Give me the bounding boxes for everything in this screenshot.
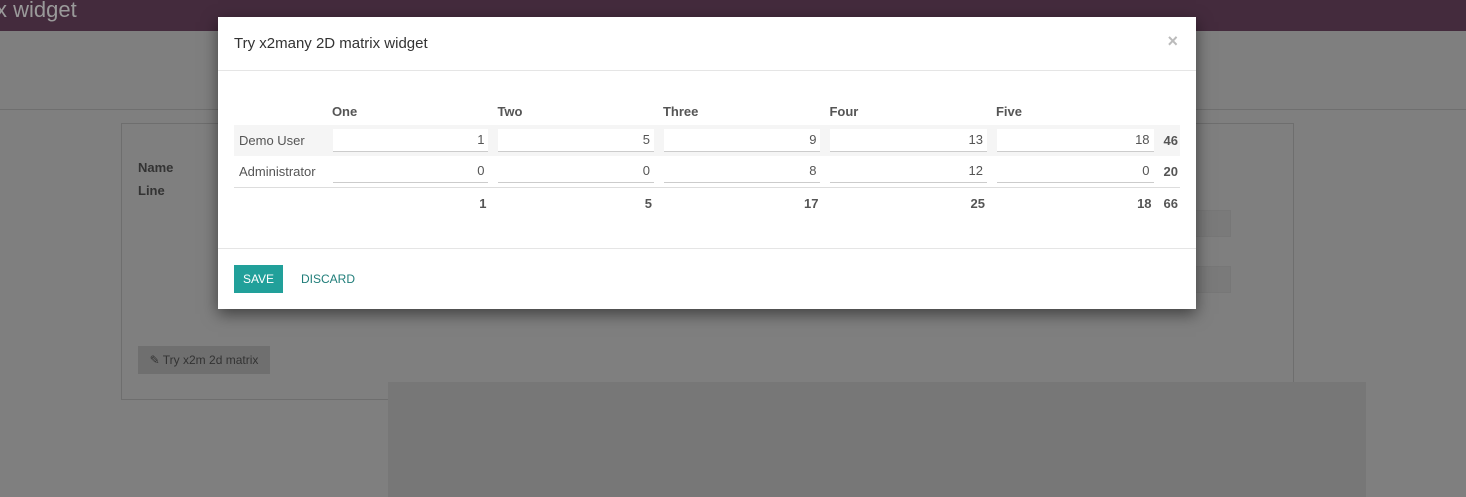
matrix-cell-input[interactable]: 5 [498,129,654,152]
background-field [1195,266,1231,293]
column-header: Five [995,103,1022,119]
column-header: One [331,103,358,119]
row-label: Administrator [239,164,316,179]
matrix-cell-input[interactable]: 18 [996,129,1154,152]
close-icon[interactable]: × [1167,31,1178,51]
background-panel [388,382,1366,497]
matrix-cell-input[interactable]: 0 [498,160,654,183]
column-header: Four [829,103,859,119]
edit-icon: ✎ [149,353,160,367]
column-total: 5 [496,187,662,219]
table-row: Demo User 1 5 9 13 18 46 [234,125,1180,156]
matrix-table: One Two Three Four Five Demo User 1 5 9 … [234,97,1180,219]
matrix-dialog: Try x2many 2D matrix widget × One Two Th… [218,17,1196,309]
column-header: Two [497,103,523,119]
column-header: Three [662,103,699,119]
matrix-cell-input[interactable]: 9 [663,129,821,152]
background-field [1195,210,1231,237]
save-button[interactable]: SAVE [234,265,283,293]
name-label: Name [138,160,174,175]
matrix-cell-input[interactable]: 1 [332,129,489,152]
column-total: 25 [828,187,995,219]
matrix-cell-input[interactable]: 0 [332,160,489,183]
column-total: 18 [994,187,1162,219]
row-total: 46 [1161,125,1180,156]
dialog-title: Try x2many 2D matrix widget [234,35,428,52]
column-total: 17 [661,187,829,219]
matrix-cell-input[interactable]: 8 [663,160,821,183]
row-total: 20 [1163,164,1178,179]
totals-row: 1 5 17 25 18 66 [234,187,1180,219]
discard-button[interactable]: DISCARD [301,272,356,286]
dialog-footer: SAVE DISCARD [218,248,1196,309]
matrix-cell-input[interactable]: 13 [830,129,987,152]
line-label: Line [138,183,165,198]
row-label: Demo User [234,125,331,156]
column-total: 1 [330,187,497,219]
page-title: x widget [0,0,77,22]
table-row: Administrator 0 0 8 12 0 20 [234,156,1180,188]
try-matrix-button[interactable]: ✎ Try x2m 2d matrix [138,346,270,374]
grand-total: 66 [1161,187,1180,219]
matrix-cell-input[interactable]: 12 [830,160,987,183]
matrix-cell-input[interactable]: 0 [996,160,1154,183]
